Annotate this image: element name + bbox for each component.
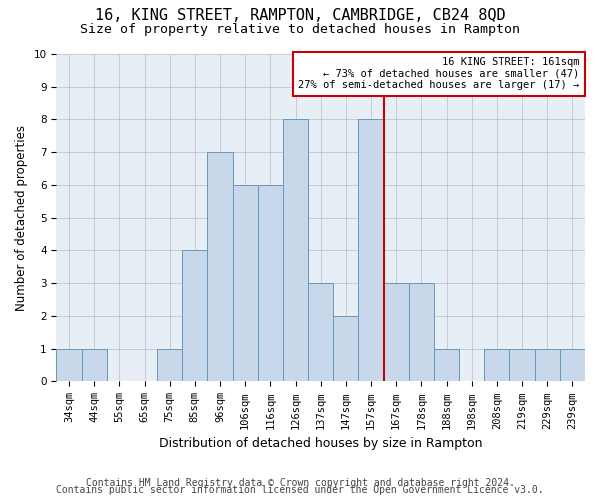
Text: 16, KING STREET, RAMPTON, CAMBRIDGE, CB24 8QD: 16, KING STREET, RAMPTON, CAMBRIDGE, CB2…: [95, 8, 505, 22]
Bar: [157, 348, 182, 382]
Bar: [308, 283, 333, 382]
Bar: [358, 120, 383, 382]
Bar: [182, 250, 208, 382]
Bar: [233, 185, 258, 382]
Bar: [258, 185, 283, 382]
Bar: [560, 348, 585, 382]
Text: 16 KING STREET: 161sqm
← 73% of detached houses are smaller (47)
27% of semi-det: 16 KING STREET: 161sqm ← 73% of detached…: [298, 58, 580, 90]
Bar: [434, 348, 459, 382]
Text: Contains public sector information licensed under the Open Government Licence v3: Contains public sector information licen…: [56, 485, 544, 495]
Text: Size of property relative to detached houses in Rampton: Size of property relative to detached ho…: [80, 22, 520, 36]
Text: Contains HM Land Registry data © Crown copyright and database right 2024.: Contains HM Land Registry data © Crown c…: [86, 478, 514, 488]
Bar: [333, 316, 358, 382]
Bar: [409, 283, 434, 382]
Bar: [82, 348, 107, 382]
Bar: [509, 348, 535, 382]
Bar: [56, 348, 82, 382]
Bar: [383, 283, 409, 382]
Y-axis label: Number of detached properties: Number of detached properties: [15, 124, 28, 310]
Bar: [283, 120, 308, 382]
Bar: [208, 152, 233, 382]
X-axis label: Distribution of detached houses by size in Rampton: Distribution of detached houses by size …: [159, 437, 482, 450]
Bar: [535, 348, 560, 382]
Bar: [484, 348, 509, 382]
